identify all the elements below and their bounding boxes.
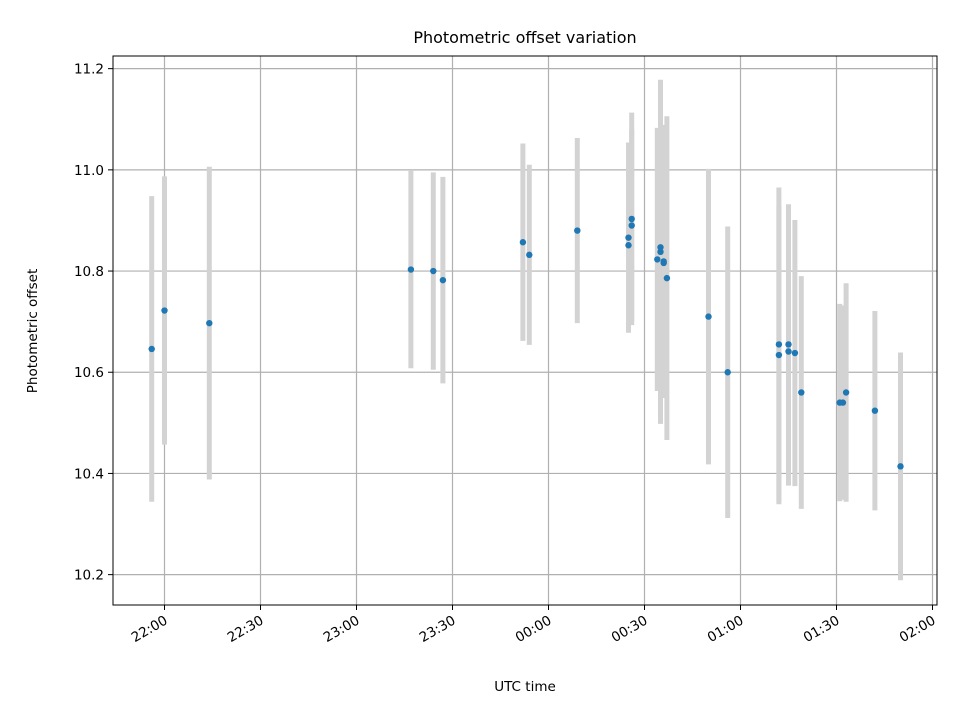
data-point: [871, 407, 879, 414]
data-point: [798, 389, 805, 396]
data-point: [657, 248, 664, 256]
data-point: [842, 389, 850, 396]
data-point: [439, 276, 447, 284]
y-tick-label: 10.6: [74, 365, 104, 381]
chart-title: Photometric offset variation: [413, 28, 636, 47]
data-point: [705, 313, 712, 320]
data-point: [161, 307, 168, 314]
data-point: [663, 274, 671, 282]
data-point: [657, 244, 664, 251]
data-point: [775, 351, 783, 359]
data-point: [785, 348, 792, 355]
data-point: [625, 242, 632, 249]
x-axis-label: UTC time: [494, 679, 556, 695]
data-point: [785, 341, 792, 348]
data-point: [519, 239, 527, 246]
data-point: [526, 251, 533, 259]
y-axis-label: Photometric offset: [25, 269, 41, 393]
data-point: [660, 259, 667, 267]
data-point: [407, 266, 415, 273]
y-axis-ticks: 10.2 10.4 10.6 10.8 11.0 11.2: [74, 62, 113, 584]
data-point: [628, 215, 635, 223]
data-point: [628, 222, 635, 229]
y-tick-label: 10.4: [74, 466, 104, 482]
data-point: [148, 345, 155, 353]
data-point: [897, 463, 904, 470]
y-tick-label: 10.2: [74, 568, 104, 584]
data-point: [775, 341, 783, 348]
y-tick-label: 11.2: [74, 62, 104, 78]
data-point: [654, 256, 661, 263]
y-tick-label: 10.8: [74, 264, 104, 280]
data-point: [625, 234, 632, 241]
data-point: [430, 267, 437, 275]
data-point: [724, 369, 731, 376]
data-point: [791, 349, 799, 357]
y-tick-label: 11.0: [74, 163, 104, 179]
data-point: [206, 319, 213, 327]
data-point: [839, 399, 847, 406]
data-point: [574, 227, 581, 234]
data-points: [148, 215, 904, 470]
plot-frame: [112, 55, 938, 606]
